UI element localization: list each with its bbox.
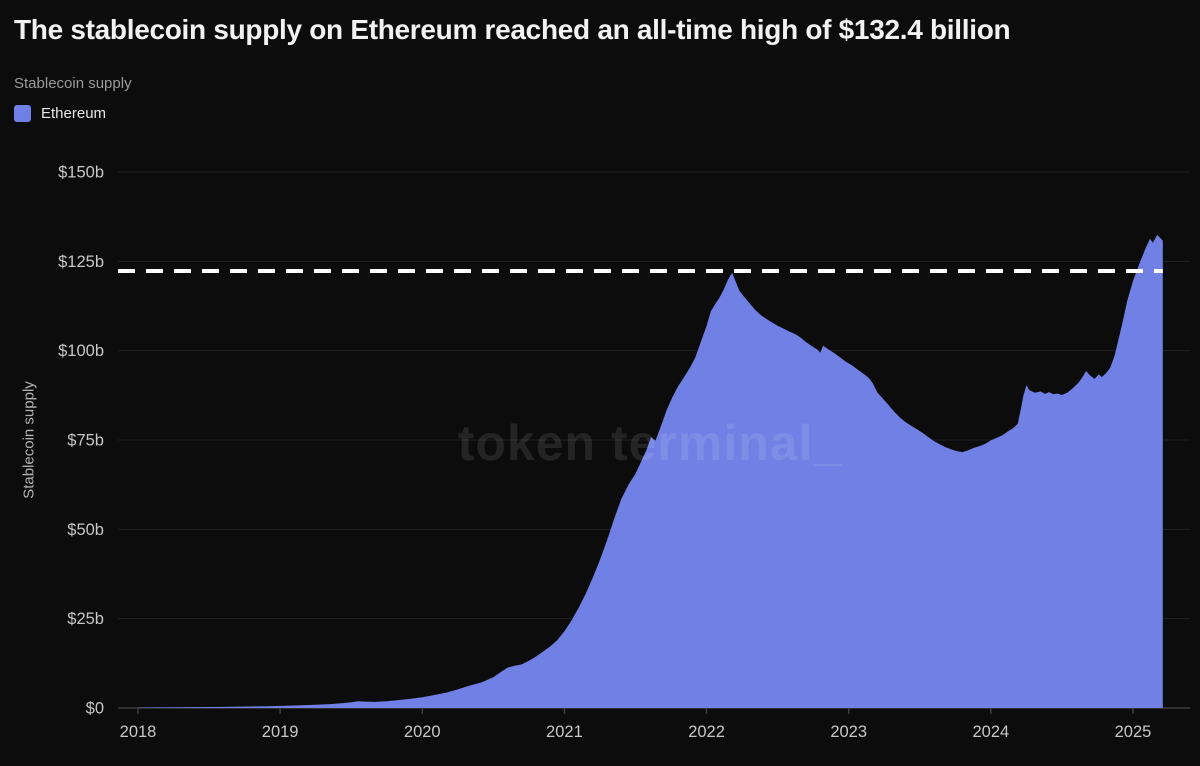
x-tick-label: 2020 (404, 723, 441, 741)
y-tick-label: $50b (67, 521, 104, 539)
legend: Ethereum (14, 105, 106, 122)
legend-swatch-ethereum (14, 105, 31, 122)
area-series-ethereum (138, 234, 1163, 708)
x-tick-label: 2022 (688, 723, 725, 741)
y-tick-label: $100b (58, 342, 104, 360)
chart-subtitle: Stablecoin supply (14, 75, 132, 92)
page-title: The stablecoin supply on Ethereum reache… (14, 14, 1011, 45)
x-tick-label: 2025 (1115, 723, 1152, 741)
x-tick-label: 2018 (120, 723, 157, 741)
y-tick-label: $150b (58, 164, 104, 182)
y-tick-label: $25b (67, 610, 104, 628)
y-tick-label: $0 (86, 700, 104, 718)
x-tick-label: 2019 (262, 723, 299, 741)
x-tick-label: 2024 (972, 723, 1009, 741)
y-tick-label: $75b (67, 432, 104, 450)
x-tick-label: 2023 (830, 723, 867, 741)
legend-label-ethereum: Ethereum (41, 105, 107, 122)
y-tick-label: $125b (58, 253, 104, 271)
x-tick-label: 2021 (546, 723, 583, 741)
